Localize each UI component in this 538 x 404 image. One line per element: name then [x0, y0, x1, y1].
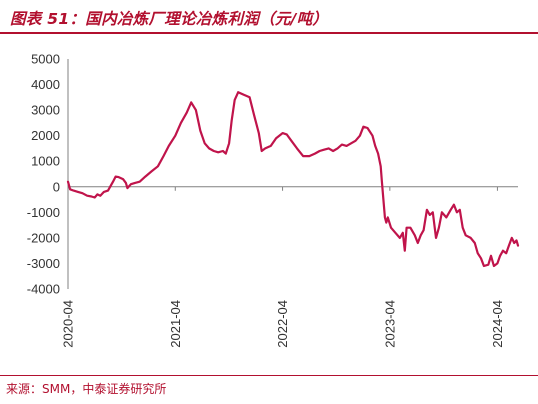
chart-title: 图表 51：国内冶炼厂理论冶炼利润（元/吨）	[10, 10, 329, 28]
x-tick-label: 2024-04	[490, 300, 505, 348]
y-tick-label: 2000	[31, 128, 60, 143]
y-tick-label: -1000	[27, 205, 60, 220]
source-note: 来源：SMM，中泰证券研究所	[6, 382, 167, 396]
line-chart: 5000 4000 3000 2000 1000 0 -1000 -2000 -3000 -400…	[27, 52, 520, 348]
title-divider	[0, 32, 538, 34]
y-tick-label: -2000	[27, 230, 60, 245]
x-tick-label: 2022-04	[275, 300, 290, 348]
y-tick-label: 3000	[31, 103, 60, 118]
plot-area	[66, 91, 520, 268]
y-tick-label: 4000	[31, 77, 60, 92]
x-axis: 2020-042021-042022-042023-042024-042025-…	[61, 186, 518, 348]
y-tick-label: 0	[53, 179, 60, 194]
x-tick-label: 2020-04	[61, 300, 76, 348]
y-tick-label: 1000	[31, 154, 60, 169]
source-divider	[0, 375, 538, 376]
y-tick-label: -4000	[27, 282, 60, 297]
y-tick-label: 5000	[31, 52, 60, 67]
series-line	[66, 91, 520, 268]
y-axis: 5000 4000 3000 2000 1000 0 -1000 -2000 -3000 -400…	[27, 52, 69, 297]
x-tick-label: 2021-04	[168, 300, 183, 348]
y-tick-label: -3000	[27, 256, 60, 271]
x-tick-label: 2023-04	[382, 300, 397, 348]
